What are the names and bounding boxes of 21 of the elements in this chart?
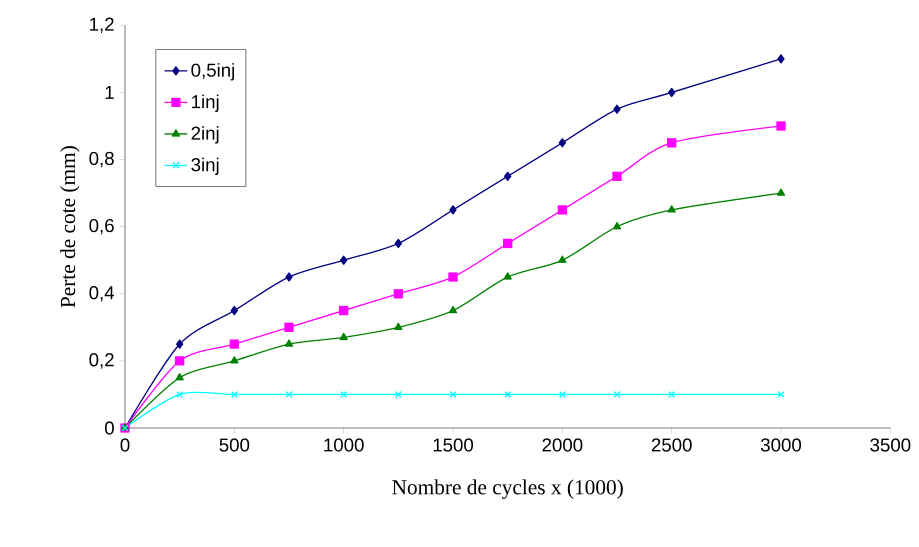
- y-tick-label: 0,8: [89, 152, 114, 168]
- x-tick-label: 2000: [542, 438, 582, 452]
- x-tick-label: 0: [120, 438, 130, 452]
- x-tick-label: 1500: [434, 438, 474, 452]
- y-axis-title: Perte de cote (mm): [60, 146, 80, 308]
- x-axis-title: Nombre de cycles x (1000): [392, 479, 623, 499]
- legend-label: 0,5inj: [191, 63, 234, 80]
- legend-label: 1inj: [192, 94, 218, 112]
- x-tick-label: 3500: [870, 438, 910, 452]
- y-tick-label: 1: [106, 86, 114, 99]
- x-tick-label: 500: [220, 438, 250, 452]
- y-tick-label: 0,4: [89, 286, 114, 302]
- y-tick-label: 0: [104, 421, 114, 435]
- y-tick-label: 0,2: [89, 353, 114, 369]
- y-tick-label: 0,6: [89, 218, 114, 234]
- legend-label: 2inj: [192, 126, 218, 144]
- legend-label: 3inj: [191, 158, 218, 176]
- x-tick-label: 2500: [652, 438, 692, 452]
- y-tick-label: 1,2: [90, 18, 114, 34]
- x-tick-label: 3000: [760, 438, 802, 452]
- x-tick-label: 1000: [324, 438, 364, 452]
